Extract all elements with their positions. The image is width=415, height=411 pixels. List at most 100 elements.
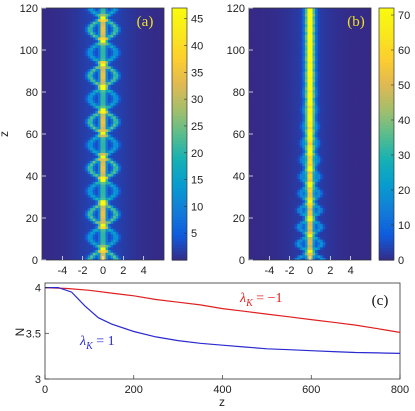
heatmap-cell <box>95 178 99 182</box>
heatmap-cell <box>90 191 94 195</box>
heatmap-cell <box>59 120 63 125</box>
heatmap-cell <box>47 157 51 161</box>
heatmap-cell <box>72 155 76 159</box>
heatmap-cell <box>118 162 122 167</box>
heatmap-cell <box>133 252 137 256</box>
heatmap-cell <box>130 44 135 48</box>
heatmap-cell <box>67 202 71 206</box>
heatmap-cell <box>59 147 63 151</box>
heatmap-cell <box>82 228 86 232</box>
heatmap-cell <box>148 157 152 161</box>
heatmap-cell <box>113 231 117 235</box>
heatmap-cell <box>85 15 89 20</box>
heatmap-cell <box>143 92 147 96</box>
heatmap-cell <box>120 31 124 35</box>
heatmap-cell <box>138 21 142 25</box>
heatmap-cell <box>115 39 119 43</box>
heatmap-cell <box>57 68 61 72</box>
heatmap-cell <box>128 155 132 159</box>
heatmap-cell <box>143 181 147 185</box>
heatmap-cell <box>100 31 104 35</box>
heatmap-cell <box>125 252 130 256</box>
heatmap-cell <box>156 170 160 174</box>
heatmap-cell <box>85 246 89 251</box>
heatmap-cell <box>54 92 58 96</box>
heatmap-cell <box>110 139 114 143</box>
heatmap-cell <box>118 241 122 245</box>
heatmap-cell <box>47 191 51 195</box>
heatmap-cell <box>128 204 132 209</box>
heatmap-cell <box>85 55 89 59</box>
heatmap-cell <box>69 126 74 130</box>
heatmap-cell <box>90 65 94 69</box>
heatmap-cell <box>158 202 163 206</box>
heatmap-cell <box>156 233 160 237</box>
heatmap-cell <box>69 165 74 169</box>
heatmap-cell <box>110 160 114 164</box>
heatmap-cell <box>95 107 99 111</box>
heatmap-cell <box>251 65 255 69</box>
heatmap-cell <box>146 97 150 101</box>
heatmap-cell <box>158 215 163 219</box>
heatmap-cell <box>67 136 71 140</box>
heatmap-cell <box>153 15 157 20</box>
heatmap-cell <box>87 8 91 12</box>
heatmap-cell <box>44 60 48 64</box>
heatmap-cell <box>130 165 135 169</box>
heatmap-cell <box>141 26 145 30</box>
heatmap-cell <box>130 81 135 85</box>
heatmap-cell <box>128 136 132 140</box>
heatmap-cell <box>62 71 66 75</box>
heatmap-cell <box>49 123 53 127</box>
heatmap-cell <box>69 123 74 127</box>
heatmap-cell <box>95 84 99 88</box>
heatmap-cell <box>123 68 127 72</box>
heatmap-cell <box>69 257 74 260</box>
heatmap-cell <box>82 152 86 156</box>
heatmap-cell <box>141 186 145 190</box>
heatmap-cell <box>85 113 89 117</box>
heatmap-cell <box>100 183 104 188</box>
heatmap-cell <box>80 13 84 17</box>
heatmap-cell <box>156 57 160 62</box>
heatmap-cell <box>148 68 152 72</box>
heatmap-cell <box>64 60 69 64</box>
heatmap-cell <box>249 202 253 206</box>
heatmap-cell <box>57 241 61 245</box>
heatmap-cell <box>161 249 164 253</box>
heatmap-cell <box>42 47 46 51</box>
heatmap-cell <box>113 73 117 77</box>
heatmap-cell <box>52 239 56 243</box>
heatmap-cell <box>80 186 84 190</box>
heatmap-cell <box>77 257 81 260</box>
heatmap-cell <box>54 73 58 77</box>
heatmap-cell <box>90 207 94 211</box>
heatmap-cell <box>42 160 46 164</box>
heatmap-cell <box>67 8 71 12</box>
heatmap-cell <box>82 239 86 243</box>
heatmap-cell <box>80 155 84 159</box>
heatmap-cell <box>153 47 157 51</box>
heatmap-cell <box>103 120 107 125</box>
heatmap-cell <box>77 139 81 143</box>
heatmap-cell <box>123 126 127 130</box>
heatmap-cell <box>103 139 107 143</box>
heatmap-cell <box>69 34 74 38</box>
heatmap-cell <box>146 78 150 83</box>
heatmap-cell <box>90 194 94 198</box>
heatmap-cell <box>82 60 86 64</box>
heatmap-cell <box>130 241 135 245</box>
heatmap-cell <box>148 71 152 75</box>
heatmap-cell <box>141 212 145 216</box>
heatmap-cell <box>59 149 63 153</box>
heatmap-cell <box>52 105 56 109</box>
heatmap-cell <box>95 204 99 209</box>
heatmap-cell <box>110 162 114 167</box>
heatmap-cell <box>80 39 84 43</box>
heatmap-cell <box>97 241 102 245</box>
heatmap-cell <box>85 81 89 85</box>
heatmap-cell <box>128 8 132 12</box>
heatmap-cell <box>62 189 66 193</box>
heatmap-cell <box>97 36 102 41</box>
heatmap-cell <box>153 52 157 56</box>
